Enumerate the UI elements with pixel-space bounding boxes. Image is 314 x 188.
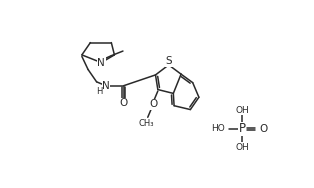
Text: OH: OH: [236, 106, 249, 115]
Text: HO: HO: [211, 124, 225, 133]
Text: O: O: [150, 99, 158, 109]
Text: H: H: [96, 87, 102, 96]
Text: CH₃: CH₃: [138, 119, 154, 128]
Text: P: P: [239, 122, 246, 135]
Text: O: O: [259, 124, 268, 134]
Text: N: N: [97, 58, 105, 68]
Text: S: S: [165, 56, 172, 66]
Text: OH: OH: [236, 143, 249, 152]
Text: N: N: [102, 81, 110, 91]
Text: O: O: [120, 98, 128, 108]
